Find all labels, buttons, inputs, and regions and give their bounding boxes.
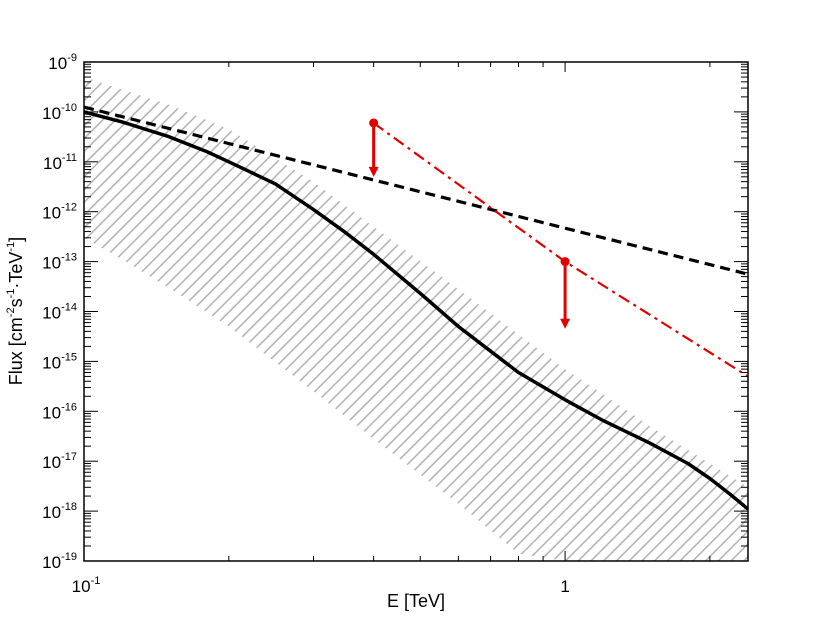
y-tick-label: 10-9 <box>48 52 77 73</box>
x-tick-label: 10-1 <box>72 575 101 596</box>
y-tick-label: 10-18 <box>42 501 77 522</box>
x-tick-label: 1 <box>560 577 569 596</box>
upper-limit-arrowhead <box>560 318 571 329</box>
y-tick-label: 10-10 <box>42 102 77 123</box>
hatched-band <box>84 77 748 561</box>
y-tick-label: 10-12 <box>42 202 77 223</box>
y-tick-label: 10-11 <box>43 152 77 173</box>
upper-limit-arrowhead <box>368 166 379 177</box>
y-tick-label: 10-17 <box>42 451 77 472</box>
y-tick-label: 10-13 <box>42 252 77 273</box>
uncertainty-band <box>84 77 748 561</box>
upper-limits <box>368 118 571 329</box>
y-tick-label: 10-16 <box>42 401 77 422</box>
y-axis-title: Flux [cm-2s-1·TeV-1] <box>5 237 26 385</box>
upper-limit-point <box>369 118 379 128</box>
y-tick-label: 10-19 <box>42 551 77 572</box>
tick-labels: 10-19 10-18 10-17 10-16 10-15 10-14 10-13 10-12… <box>42 52 570 596</box>
upper-limit-point <box>560 257 570 267</box>
series-line-solid <box>84 110 748 511</box>
axis-ticks <box>83 61 748 562</box>
y-tick-label: 10-15 <box>42 351 77 372</box>
y-tick-label: 10-14 <box>42 302 77 323</box>
x-axis-title: E [TeV] <box>387 591 445 611</box>
series-line-dashed <box>84 105 748 276</box>
